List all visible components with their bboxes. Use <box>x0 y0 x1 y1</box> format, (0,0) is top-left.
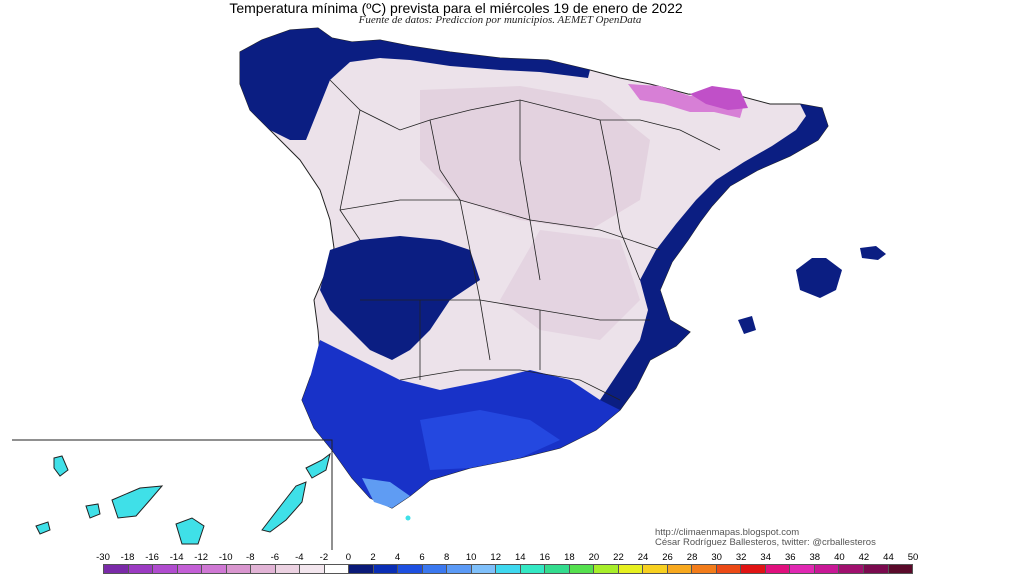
legend-tick-row: -30 -18 -16 -14 -12 -10 -8 -6 -4 -2 0 2 4 6 8 10 12 14 16 1… <box>96 552 918 564</box>
legend-swatch <box>251 565 276 573</box>
legend-swatch <box>863 565 889 573</box>
credits-author: César Rodríguez Ballesteros, twitter: @c… <box>655 537 876 548</box>
mediterranean-mild-zone <box>580 104 828 430</box>
legend-swatch <box>447 565 472 573</box>
legend-tick-label: 30 <box>711 552 722 563</box>
legend-tick-label: -10 <box>218 552 233 563</box>
legend-swatch <box>790 565 815 573</box>
legend-tick-label: 42 <box>858 552 870 563</box>
temperature-map <box>12 27 886 550</box>
cold-interior-shading <box>420 86 650 340</box>
legend-swatch <box>765 565 791 573</box>
legend-swatch <box>275 565 301 573</box>
legend-tick-label: -8 <box>246 552 255 563</box>
southwest-mild-zone <box>302 236 620 508</box>
legend-tick-label: 34 <box>760 552 772 563</box>
legend-swatch <box>226 565 252 573</box>
legend-tick-label: 18 <box>564 552 575 563</box>
legend-tick-label: -6 <box>270 552 280 563</box>
legend-swatch <box>471 565 497 573</box>
legend-tick-label: 14 <box>514 552 526 563</box>
legend-swatch <box>496 565 521 573</box>
legend-swatch <box>300 565 325 573</box>
legend-tick-label: 16 <box>539 552 551 563</box>
legend-tick-label: 44 <box>883 552 894 563</box>
balearic-islands <box>738 246 886 334</box>
legend-tick-label: 2 <box>370 552 376 563</box>
legend-color-bar <box>103 564 913 574</box>
legend-tick-label: -12 <box>194 552 209 563</box>
legend-tick-label: -2 <box>319 552 329 563</box>
legend-tick-label: -16 <box>145 552 159 563</box>
legend-tick-label: 28 <box>686 552 698 563</box>
legend-swatch <box>324 565 350 573</box>
legend-swatch <box>202 565 227 573</box>
legend-swatch <box>888 565 913 573</box>
legend-swatch <box>692 565 717 573</box>
cadiz-warm-zone <box>362 478 411 521</box>
legend-swatch <box>716 565 742 573</box>
legend-swatch <box>643 565 668 573</box>
legend-swatch <box>741 565 766 573</box>
legend-swatch <box>177 565 203 573</box>
legend-tick-label: 0 <box>345 552 352 563</box>
legend-swatch <box>520 565 546 573</box>
legend-swatch <box>349 565 374 573</box>
legend-tick-label: -18 <box>120 552 135 563</box>
legend-swatch <box>667 565 693 573</box>
region-borders <box>329 79 721 401</box>
legend-tick-label: 50 <box>907 552 919 563</box>
legend-tick-label: 20 <box>588 552 600 563</box>
legend-swatch <box>569 565 595 573</box>
legend-swatch <box>814 565 840 573</box>
data-source-note: Fuente de datos: Prediccion por municipi… <box>358 14 642 26</box>
legend-tick-label: 40 <box>834 552 845 563</box>
legend-tick-label: 6 <box>419 552 425 563</box>
legend-swatch <box>104 565 129 573</box>
legend-tick-label: 4 <box>394 552 401 563</box>
legend-tick-label: -30 <box>96 552 110 563</box>
credits-url: http://climaenmapas.blogspot.com <box>655 527 800 538</box>
legend-tick-label: 36 <box>784 552 796 563</box>
legend-tick-label: 24 <box>637 552 649 563</box>
legend-swatch <box>618 565 644 573</box>
legend-tick-label: 32 <box>735 552 747 563</box>
legend-tick-label: 12 <box>490 552 502 563</box>
north-coast-mild-zone <box>240 28 590 140</box>
legend-tick-label: 26 <box>662 552 673 563</box>
map-title: Temperatura mínima (ºC) prevista para el… <box>229 0 683 16</box>
legend-swatch <box>422 565 448 573</box>
legend-tick-label: -4 <box>295 552 304 563</box>
legend-swatch <box>153 565 178 573</box>
legend-swatch <box>839 565 864 573</box>
map-credits: http://climaenmapas.blogspot.com César R… <box>655 528 876 548</box>
canary-islands-inset <box>12 439 333 550</box>
legend-tick-label: -14 <box>169 552 184 563</box>
legend-swatch <box>594 565 619 573</box>
pyrenees-frost-zone <box>628 84 748 118</box>
legend-swatch <box>128 565 154 573</box>
legend-swatch <box>398 565 423 573</box>
legend-tick-label: 10 <box>465 552 477 563</box>
temperature-legend: -30 -18 -16 -14 -12 -10 -8 -6 -4 -2 0 2 4 6 8 10 12 14 16 1… <box>96 552 918 576</box>
legend-tick-label: 8 <box>443 552 450 563</box>
legend-tick-label: 38 <box>809 552 821 563</box>
legend-swatch <box>545 565 570 573</box>
legend-swatch <box>373 565 399 573</box>
legend-tick-label: 22 <box>613 552 624 563</box>
